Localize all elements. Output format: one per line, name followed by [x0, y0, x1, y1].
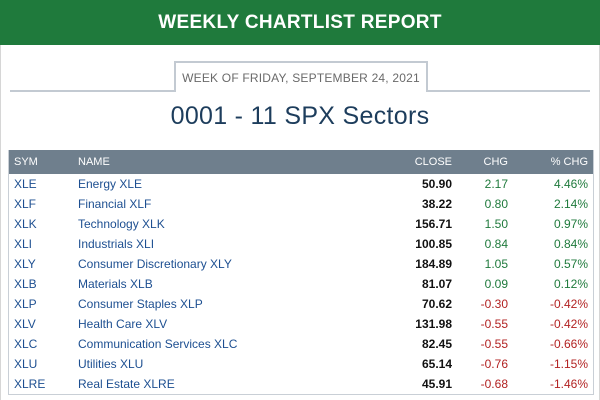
table-row[interactable]: XLP Consumer Staples XLP 70.62 -0.30 -0.42%: [9, 294, 593, 314]
week-label: WEEK OF FRIDAY, SEPTEMBER 24, 2021: [182, 70, 420, 85]
name-link[interactable]: Materials XLB: [78, 277, 153, 291]
symbol-link[interactable]: XLV: [14, 317, 36, 331]
close-value: 65.14: [421, 357, 452, 371]
symbol-link[interactable]: XLY: [14, 257, 36, 271]
name-link[interactable]: Energy XLE: [78, 177, 143, 191]
name-link[interactable]: Financial XLF: [78, 197, 152, 211]
change-value: -0.76: [480, 357, 508, 371]
table-row[interactable]: XLY Consumer Discretionary XLY 184.89 1.05 0…: [9, 254, 593, 274]
name-link[interactable]: Health Care XLV: [78, 317, 168, 331]
change-value: 1.05: [484, 257, 508, 271]
table-row[interactable]: XLC Communication Services XLC 82.45 -0.55 -…: [9, 334, 593, 354]
column-header-name[interactable]: NAME: [78, 156, 110, 168]
symbol-link[interactable]: XLE: [14, 177, 37, 191]
symbol-link[interactable]: XLRE: [14, 377, 46, 391]
percent-change-value: 2.14%: [553, 197, 588, 211]
column-header-sym[interactable]: SYM: [14, 156, 38, 168]
close-value: 131.98: [415, 317, 452, 331]
close-value: 82.45: [421, 337, 452, 351]
percent-change-value: -1.46%: [549, 377, 588, 391]
table-row[interactable]: XLF Financial XLF 38.22 0.80 2.14%: [9, 194, 593, 214]
symbol-link[interactable]: XLB: [14, 277, 37, 291]
table-row[interactable]: XLE Energy XLE 50.90 2.17 4.46%: [9, 174, 593, 194]
table-body: XLE Energy XLE 50.90 2.17 4.46% XLF Financial …: [9, 174, 593, 394]
change-value: 1.50: [484, 217, 508, 231]
name-link[interactable]: Communication Services XLC: [78, 337, 238, 351]
name-link[interactable]: Industrials XLI: [78, 237, 155, 251]
close-value: 184.89: [415, 257, 452, 271]
column-header-pct[interactable]: % CHG: [550, 156, 588, 168]
close-value: 70.62: [421, 297, 452, 311]
table-row[interactable]: XLK Technology XLK 156.71 1.50 0.97%: [9, 214, 593, 234]
table-row[interactable]: XLV Health Care XLV 131.98 -0.55 -0.42%: [9, 314, 593, 334]
table-row[interactable]: XLB Materials XLB 81.07 0.09 0.12%: [9, 274, 593, 294]
close-value: 45.91: [421, 377, 452, 391]
report-header: WEEKLY CHARTLIST REPORT: [0, 0, 600, 45]
name-link[interactable]: Utilities XLU: [78, 357, 144, 371]
change-value: 2.17: [484, 177, 508, 191]
table-row[interactable]: XLRE Real Estate XLRE 45.91 -0.68 -1.46%: [9, 374, 593, 394]
symbol-link[interactable]: XLI: [14, 237, 33, 251]
percent-change-value: -0.42%: [549, 317, 588, 331]
name-link[interactable]: Consumer Discretionary XLY: [78, 257, 232, 271]
percent-change-value: 0.12%: [553, 277, 588, 291]
week-label-box: WEEK OF FRIDAY, SEPTEMBER 24, 2021: [174, 61, 428, 92]
close-value: 81.07: [421, 277, 452, 291]
percent-change-value: 0.97%: [553, 217, 588, 231]
symbol-link[interactable]: XLK: [14, 217, 37, 231]
change-value: -0.55: [480, 317, 508, 331]
table-header-row: SYM NAME CLOSE CHG % CHG: [9, 150, 593, 174]
percent-change-value: 4.46%: [553, 177, 588, 191]
symbol-link[interactable]: XLU: [14, 357, 38, 371]
close-value: 156.71: [415, 217, 452, 231]
change-value: -0.30: [480, 297, 508, 311]
symbol-link[interactable]: XLP: [14, 297, 37, 311]
change-value: 0.09: [484, 277, 508, 291]
close-value: 100.85: [415, 237, 452, 251]
sector-table: SYM NAME CLOSE CHG % CHG XLE Energy XLE 50…: [8, 150, 594, 395]
close-value: 50.90: [421, 177, 452, 191]
table-row[interactable]: XLU Utilities XLU 65.14 -0.76 -1.15%: [9, 354, 593, 374]
name-link[interactable]: Technology XLK: [78, 217, 165, 231]
report-title: WEEKLY CHARTLIST REPORT: [158, 11, 442, 33]
change-value: 0.84: [484, 237, 508, 251]
name-link[interactable]: Real Estate XLRE: [78, 377, 175, 391]
percent-change-value: 0.84%: [553, 237, 588, 251]
column-header-close[interactable]: CLOSE: [414, 156, 452, 168]
percent-change-value: -1.15%: [549, 357, 588, 371]
symbol-link[interactable]: XLF: [14, 197, 37, 211]
name-link[interactable]: Consumer Staples XLP: [78, 297, 203, 311]
percent-change-value: -0.66%: [549, 337, 588, 351]
table-row[interactable]: XLI Industrials XLI 100.85 0.84 0.84%: [9, 234, 593, 254]
change-value: -0.55: [480, 337, 508, 351]
change-value: 0.80: [484, 197, 508, 211]
change-value: -0.68: [480, 377, 508, 391]
close-value: 38.22: [421, 197, 452, 211]
list-title: 0001 - 11 SPX Sectors: [170, 102, 430, 130]
percent-change-value: -0.42%: [549, 297, 588, 311]
symbol-link[interactable]: XLC: [14, 337, 38, 351]
percent-change-value: 0.57%: [553, 257, 588, 271]
column-header-chg[interactable]: CHG: [483, 156, 508, 168]
